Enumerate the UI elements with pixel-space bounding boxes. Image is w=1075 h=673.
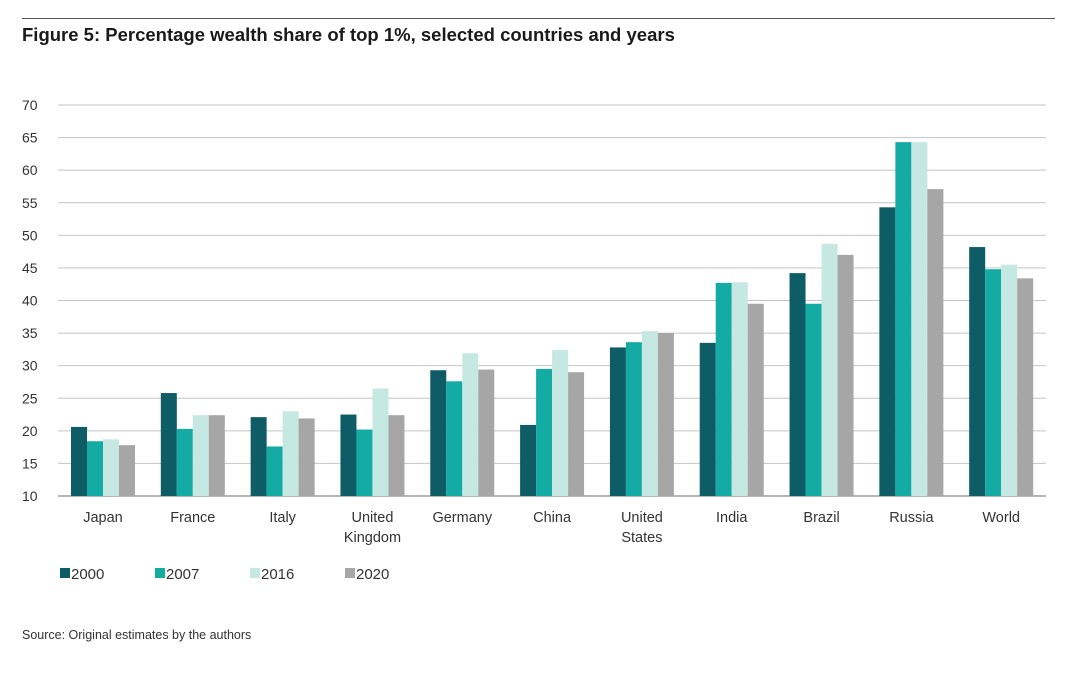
figure-title: Figure 5: Percentage wealth share of top… (22, 24, 675, 45)
legend-label-2007: 2007 (166, 566, 199, 583)
y-tick-label: 20 (22, 423, 38, 439)
bar-japan-2000 (71, 426, 87, 496)
y-tick-label: 30 (22, 358, 38, 374)
source-note: Source: Original estimates by the author… (22, 628, 252, 642)
x-tick-label: Japan (83, 510, 123, 526)
y-tick-label: 45 (22, 260, 38, 276)
bar-united-kingdom-2016 (372, 388, 389, 496)
y-tick-label: 60 (22, 162, 38, 178)
bar-italy-2000 (250, 417, 267, 496)
bar-china-2007 (536, 368, 553, 496)
bar-russia-2016 (911, 142, 928, 496)
top-rule (22, 18, 1055, 19)
legend-label-2000: 2000 (71, 566, 104, 583)
bar-russia-2000 (879, 207, 896, 497)
bar-united-kingdom-2000 (340, 414, 357, 496)
legend-label-2016: 2016 (261, 566, 294, 583)
bar-united-states-2007 (625, 342, 642, 496)
y-tick-label: 65 (22, 130, 38, 146)
bar-united-states-2020 (657, 333, 674, 496)
bar-united-states-2000 (609, 347, 626, 496)
bar-russia-2007 (895, 142, 912, 496)
y-tick-label: 70 (22, 97, 38, 113)
bar-india-2007 (715, 282, 732, 496)
bar-india-2020 (747, 303, 764, 496)
bar-world-2016 (1001, 264, 1018, 496)
legend-swatch-2020 (345, 568, 355, 578)
x-tick-label: Russia (889, 510, 934, 526)
x-tick-label: Germany (432, 510, 492, 526)
x-tick-label: World (982, 510, 1020, 526)
bar-russia-2020 (927, 189, 944, 496)
bar-italy-2016 (282, 411, 299, 496)
y-tick-label: 55 (22, 195, 38, 211)
bar-italy-2007 (266, 446, 283, 496)
y-tick-label: 15 (22, 455, 38, 471)
x-tick-label: China (533, 510, 572, 526)
y-tick-label: 50 (22, 227, 38, 243)
bar-brazil-2007 (805, 303, 822, 496)
bar-germany-2000 (430, 370, 447, 496)
x-tick-label: Italy (269, 510, 296, 526)
legend-swatch-2016 (250, 568, 260, 578)
y-tick-label: 40 (22, 293, 38, 309)
bar-world-2000 (969, 247, 986, 496)
bar-china-2016 (552, 350, 569, 496)
x-tick-label: France (170, 510, 215, 526)
x-tick-label: Brazil (803, 510, 839, 526)
bar-brazil-2000 (789, 273, 806, 496)
y-tick-label: 35 (22, 325, 38, 341)
legend-label-2020: 2020 (356, 566, 389, 583)
bar-germany-2007 (446, 381, 463, 496)
x-tick-label: India (716, 510, 748, 526)
bar-germany-2016 (462, 353, 479, 496)
bar-india-2016 (731, 282, 748, 496)
bar-united-kingdom-2020 (388, 415, 405, 496)
bar-japan-2016 (103, 439, 119, 496)
y-tick-label: 10 (22, 488, 38, 504)
bar-germany-2020 (478, 369, 495, 496)
bar-france-2016 (192, 415, 209, 496)
x-tick-label: United Kingdom (344, 510, 401, 546)
bar-united-kingdom-2007 (356, 429, 373, 496)
bar-india-2000 (699, 342, 716, 496)
legend-swatch-2000 (60, 568, 70, 578)
legend-swatch-2007 (155, 568, 165, 578)
bar-japan-2007 (87, 441, 103, 496)
x-tick-label: United States (621, 510, 663, 546)
bar-world-2007 (985, 269, 1002, 496)
bar-italy-2020 (298, 418, 315, 496)
bar-brazil-2020 (837, 254, 854, 496)
bar-france-2007 (176, 428, 193, 496)
bar-brazil-2016 (821, 243, 838, 496)
bar-france-2020 (208, 415, 225, 496)
y-tick-label: 25 (22, 390, 38, 406)
bar-france-2000 (160, 393, 177, 496)
bar-world-2020 (1017, 278, 1034, 496)
bar-united-states-2016 (641, 331, 658, 496)
bar-china-2000 (520, 424, 537, 496)
bar-japan-2020 (119, 445, 135, 496)
bar-china-2020 (568, 372, 585, 496)
